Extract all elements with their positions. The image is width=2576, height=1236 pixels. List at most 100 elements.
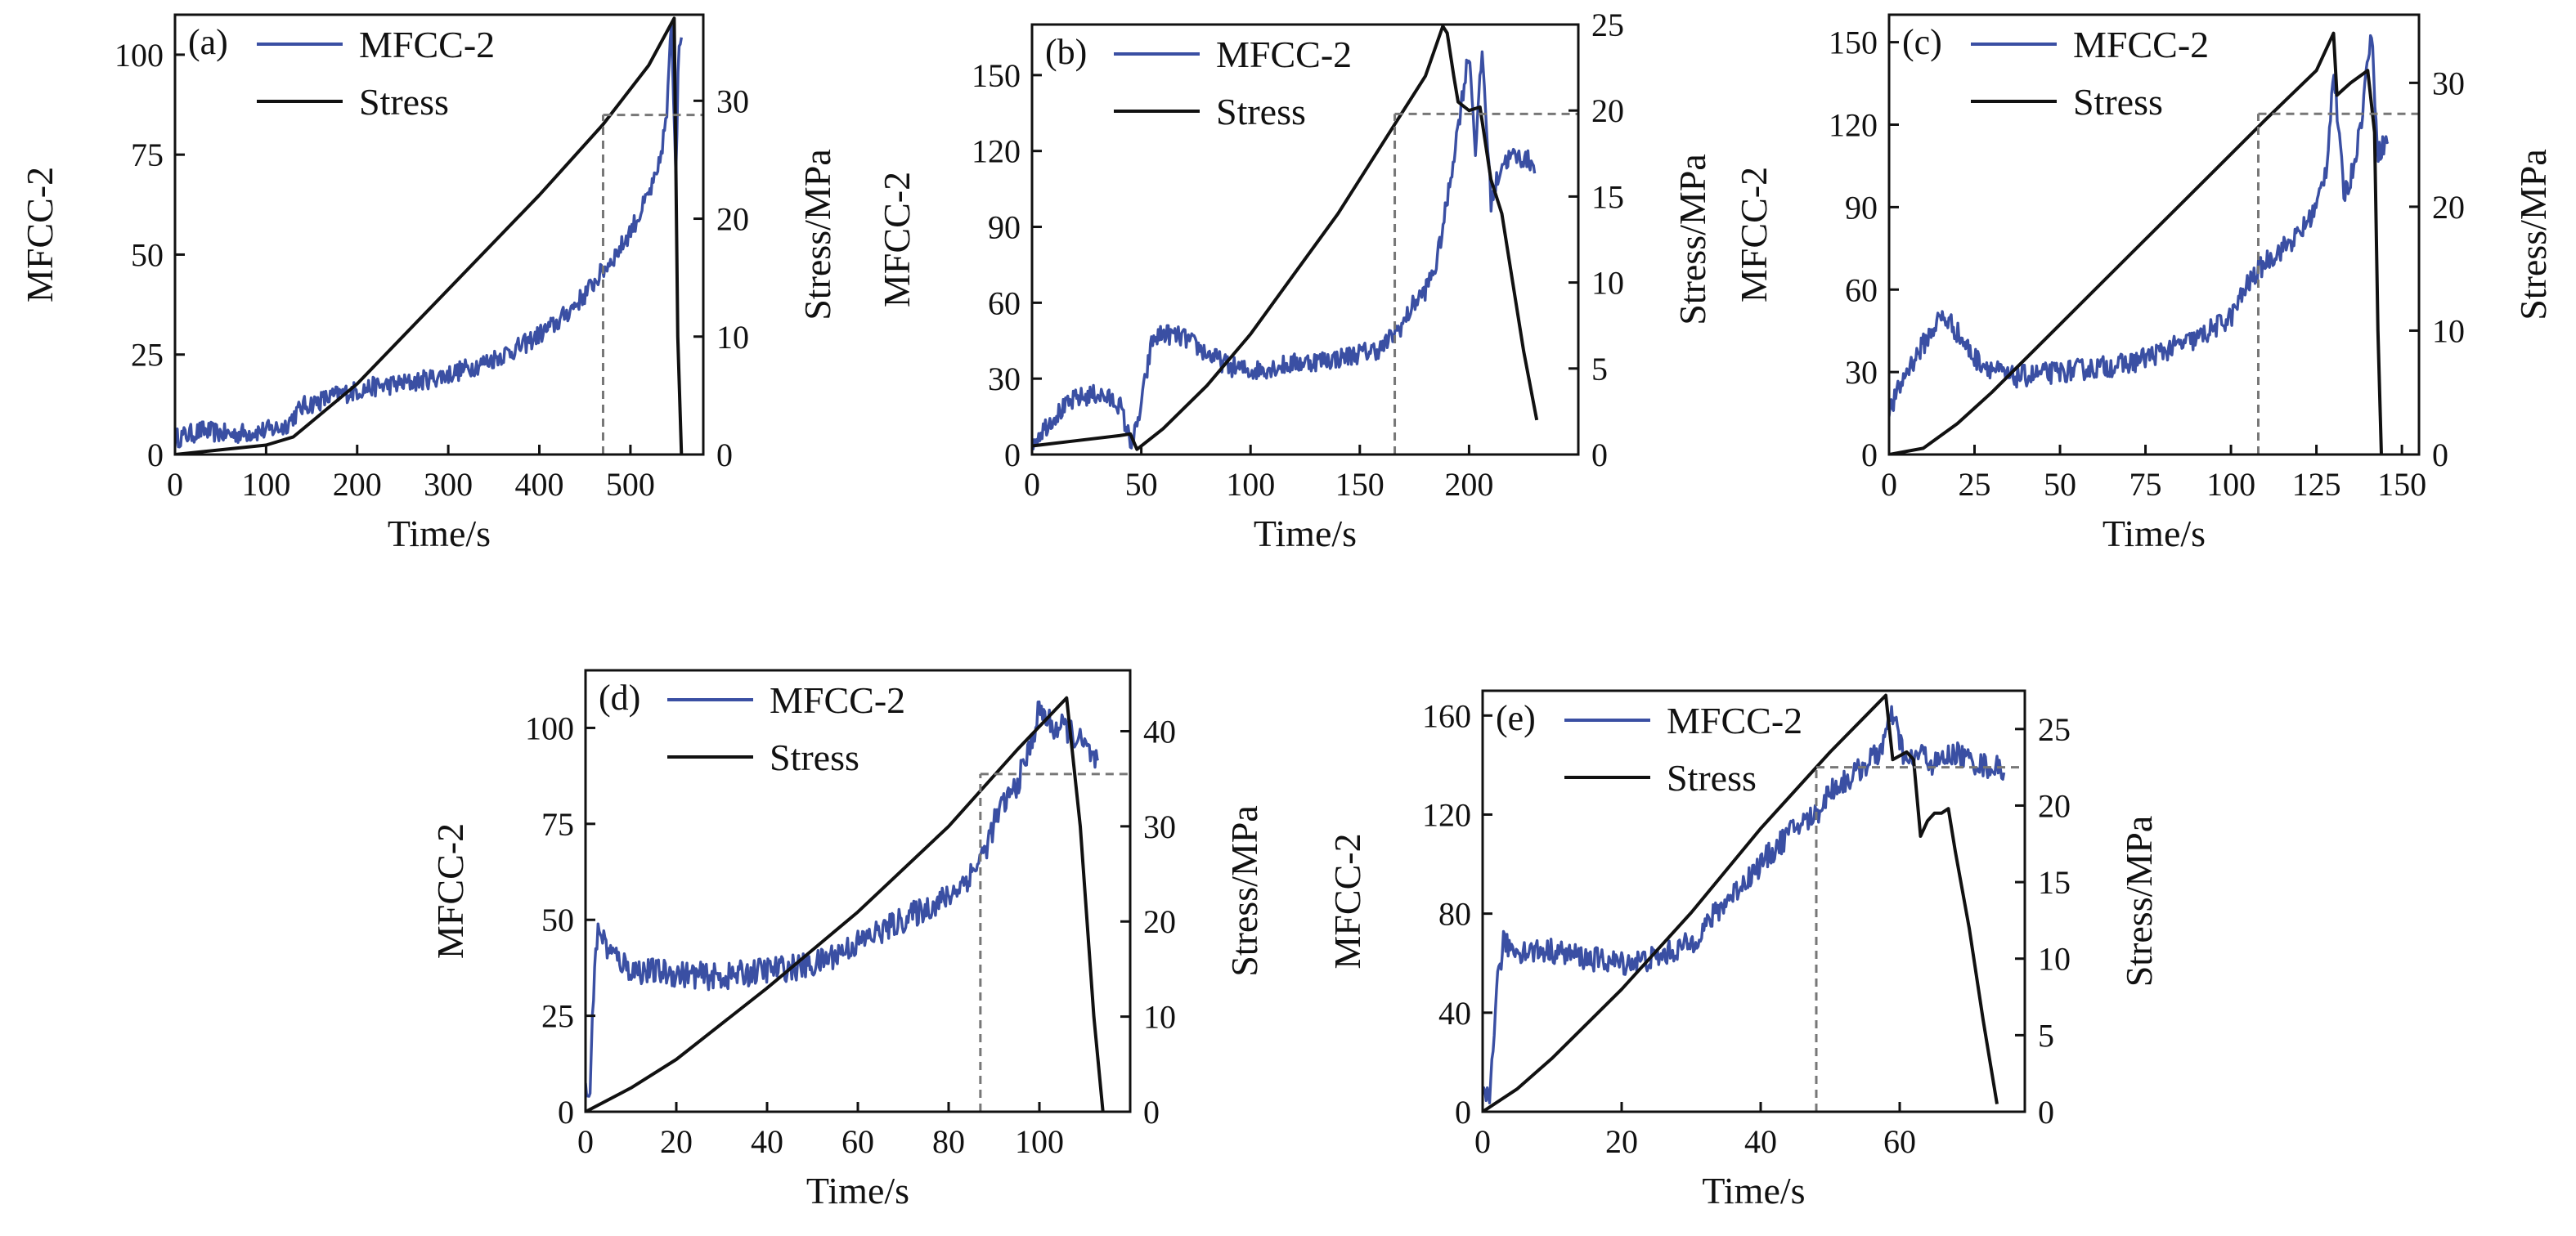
mfcc-series-line: [1889, 34, 2390, 417]
y-right-tick-label: 20: [716, 201, 749, 238]
y-left-tick-label: 50: [541, 902, 574, 938]
y-right-tick-label: 25: [1591, 7, 1624, 43]
y-left-tick-label: 40: [1438, 995, 1471, 1032]
x-tick-label: 0: [577, 1123, 594, 1160]
y-left-tick-label: 30: [1845, 354, 1878, 391]
y-right-tick-label: 10: [716, 319, 749, 356]
y-right-tick-label: 30: [2432, 65, 2465, 101]
x-tick-label: 0: [1024, 466, 1040, 503]
y-left-tick-label: 120: [972, 133, 1021, 170]
y-left-tick-label: 100: [525, 710, 574, 746]
x-tick-label: 100: [1015, 1123, 1064, 1160]
x-tick-label: 200: [333, 466, 382, 503]
plot-frame: [1887, 13, 2421, 456]
x-tick-label: 500: [606, 466, 655, 503]
stress-series-line: [175, 16, 684, 455]
y-right-axis-title: Stress/MPa: [797, 149, 838, 320]
y-right-tick-label: 5: [1591, 351, 1608, 387]
chart-panel: 0 20 40 60 80 100 0 25 50 75 100 0 10 20 30 40 Time/s MFC…: [429, 669, 1265, 1211]
panel-label: (e): [1496, 698, 1536, 738]
stress-series-line: [1483, 693, 1999, 1112]
y-left-tick-label: 120: [1422, 796, 1471, 833]
x-axis-title: Time/s: [2103, 513, 2206, 554]
x-tick-label: 200: [1444, 466, 1493, 503]
panel-label: (c): [1902, 22, 1942, 62]
y-left-tick-label: 75: [541, 806, 574, 843]
mfcc-series-line: [175, 25, 683, 449]
x-tick-label: 0: [167, 466, 183, 503]
x-tick-label: 100: [2206, 466, 2255, 503]
x-tick-label: 20: [1605, 1123, 1638, 1160]
y-right-tick-label: 25: [2038, 711, 2071, 748]
x-tick-label: 25: [1959, 466, 1991, 503]
y-right-tick-label: 10: [1591, 265, 1624, 302]
y-right-axis-title: Stress/MPa: [1672, 154, 1713, 325]
chart-panel: 0 50 100 150 200 0 30 60 90 120 150 0 5 10 15 20 25 Time/…: [876, 7, 1713, 554]
x-tick-label: 50: [1125, 466, 1158, 503]
y-right-tick-label: 20: [1591, 92, 1624, 129]
stress-series-line: [1889, 31, 2383, 455]
y-right-tick-label: 30: [716, 83, 749, 119]
y-left-tick-label: 90: [988, 209, 1021, 246]
y-left-tick-label: 25: [541, 998, 574, 1035]
x-tick-label: 60: [1883, 1123, 1916, 1160]
y-left-tick-label: 0: [1004, 437, 1021, 473]
y-right-tick-label: 20: [2432, 189, 2465, 226]
y-right-tick-label: 10: [2038, 941, 2071, 978]
x-tick-label: 100: [1226, 466, 1275, 503]
x-tick-label: 40: [1744, 1123, 1777, 1160]
y-left-tick-label: 90: [1845, 189, 1878, 226]
y-left-tick-label: 0: [1455, 1094, 1471, 1131]
x-axis-title: Time/s: [388, 513, 491, 554]
x-tick-label: 40: [751, 1123, 783, 1160]
panel-label: (a): [188, 22, 228, 62]
y-left-tick-label: 60: [1845, 271, 1878, 308]
y-right-axis-title: Stress/MPa: [2118, 816, 2160, 987]
chart-panel: 0 100 200 300 400 500 0 25 50 75 100 0 10 20 30 Time/s M…: [19, 13, 838, 554]
x-axis-title: Time/s: [806, 1170, 909, 1211]
y-right-tick-label: 0: [2432, 437, 2448, 473]
y-left-tick-label: 150: [972, 57, 1021, 94]
x-axis-title: Time/s: [1702, 1170, 1805, 1211]
x-tick-label: 150: [1335, 466, 1384, 503]
panel-label: (b): [1045, 32, 1087, 72]
chart-panel: 0 25 50 75 100 125 15003060901201500102030Time…: [1733, 13, 2554, 554]
y-left-axis-title: MFCC-2: [876, 172, 918, 307]
y-left-tick-label: 100: [114, 37, 164, 74]
chart-panel: 0 20 40 60 0 40 80 120 160 0 5 10 15 20 25 Time/s MFCC-2…: [1326, 689, 2160, 1211]
legend-mfcc-label: MFCC-2: [359, 24, 495, 65]
x-tick-label: 125: [2292, 466, 2341, 503]
y-left-axis-title: MFCC-2: [1326, 833, 1368, 969]
x-tick-label: 80: [932, 1123, 965, 1160]
legend-stress-label: Stress: [1667, 757, 1757, 799]
y-left-axis-title: MFCC-2: [1733, 167, 1775, 302]
x-tick-label: 0: [1474, 1123, 1491, 1160]
y-left-tick-label: 30: [988, 360, 1021, 397]
legend-mfcc-label: MFCC-2: [2073, 24, 2209, 65]
x-tick-label: 50: [2044, 466, 2076, 503]
x-tick-label: 400: [515, 466, 564, 503]
y-right-tick-label: 10: [1143, 999, 1176, 1036]
y-right-tick-label: 20: [1143, 903, 1176, 940]
legend-mfcc-label: MFCC-2: [1216, 34, 1352, 75]
y-left-axis-title: MFCC-2: [19, 167, 61, 302]
stress-series-line: [586, 696, 1105, 1112]
y-left-tick-label: 0: [1861, 437, 1878, 473]
legend-stress-label: Stress: [2073, 81, 2163, 123]
y-left-tick-label: 0: [558, 1094, 574, 1131]
mfcc-series-line: [586, 700, 1100, 1098]
x-axis-title: Time/s: [1254, 513, 1357, 554]
mfcc-series-line: [1483, 705, 2006, 1104]
y-right-axis-title: Stress/MPa: [2512, 149, 2554, 320]
plot-frame: [1030, 23, 1580, 456]
y-right-tick-label: 15: [2038, 864, 2071, 901]
legend-mfcc-label: MFCC-2: [1667, 700, 1802, 741]
y-right-tick-label: 40: [1143, 713, 1176, 750]
mfcc-series-line: [1032, 50, 1537, 450]
legend-stress-label: Stress: [1216, 91, 1306, 132]
x-tick-label: 150: [2377, 466, 2426, 503]
legend-stress-label: Stress: [359, 81, 449, 123]
y-right-tick-label: 0: [1591, 437, 1608, 473]
